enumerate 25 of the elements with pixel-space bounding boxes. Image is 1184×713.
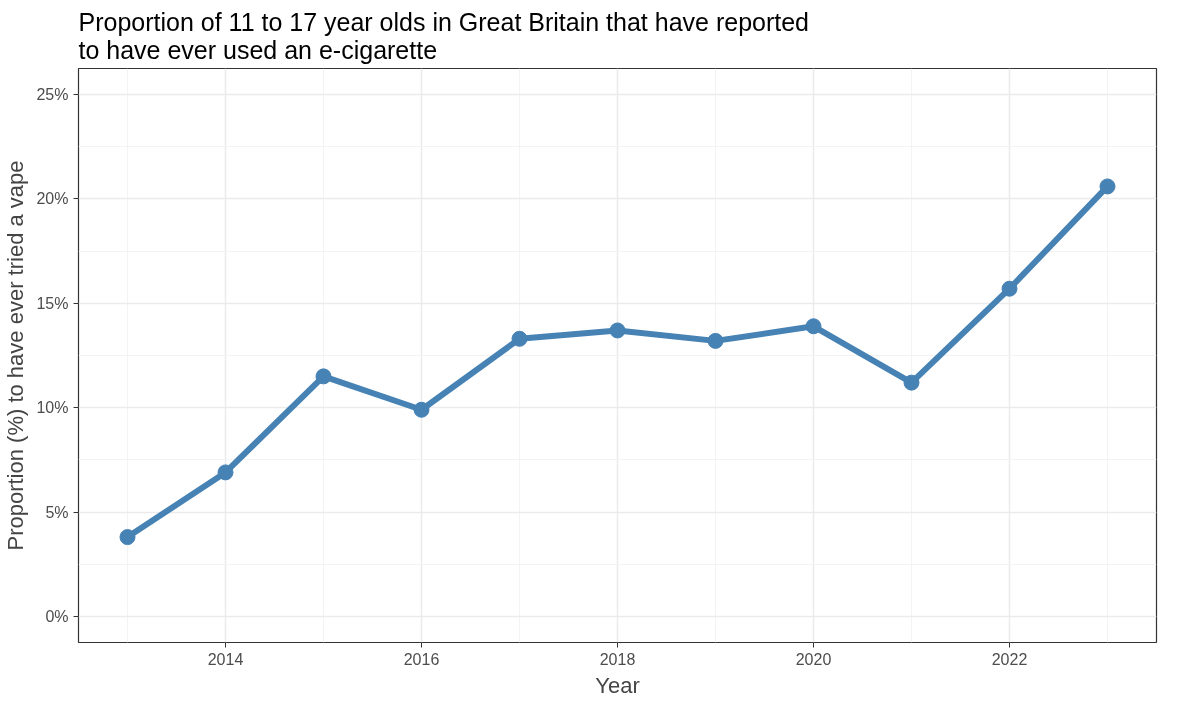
point: [1001, 280, 1018, 297]
y-tick-label: 5%: [45, 503, 69, 521]
x-tick-label: 2016: [403, 650, 440, 668]
point: [609, 322, 626, 339]
y-tick-label: 25%: [36, 86, 69, 104]
y-tick-label: 20%: [36, 190, 69, 208]
x-tick-label: 2014: [207, 650, 244, 668]
x-axis-title: Year: [595, 672, 640, 698]
point: [903, 374, 920, 391]
point: [805, 318, 822, 335]
x-tick-label: 2022: [991, 650, 1028, 668]
point: [1099, 178, 1116, 195]
point: [511, 330, 528, 347]
point: [413, 401, 430, 418]
chart-title: Proportion of 11 to 17 year olds in Great Britain that have reported to have ever used an e-cigarette: [78, 7, 810, 64]
point: [119, 529, 136, 546]
x-tick-label: 2018: [599, 650, 636, 668]
y-tick-label: 0%: [45, 607, 69, 625]
x-tick-label: 2020: [795, 650, 832, 668]
y-tick-label: 15%: [36, 294, 69, 312]
y-tick-label: 10%: [36, 399, 69, 417]
point: [707, 332, 724, 349]
y-axis-title: Proportion (%) to have ever tried a vape: [3, 160, 29, 551]
point: [217, 464, 234, 481]
point: [315, 368, 332, 385]
